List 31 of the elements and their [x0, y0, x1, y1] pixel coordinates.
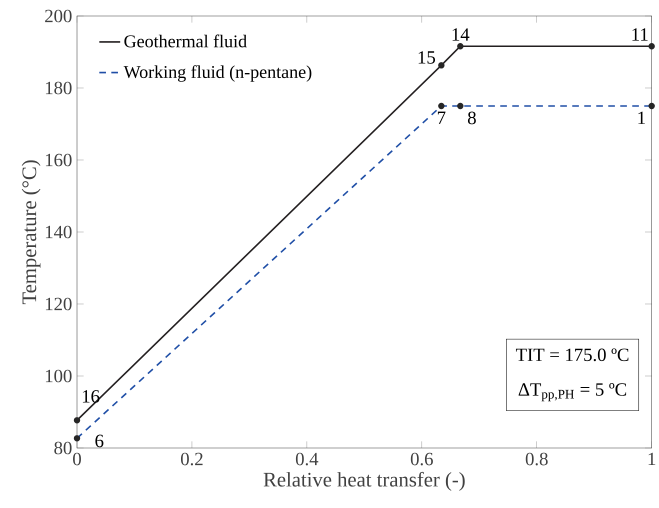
y-tick-label: 160 — [46, 154, 72, 166]
legend-label: Geothermal fluid — [124, 34, 247, 48]
annotation: 7 — [438, 112, 446, 124]
point — [74, 417, 80, 424]
x-tick-label: 1 — [648, 452, 656, 466]
x-tick-label: 0.8 — [526, 452, 548, 466]
x-tick-label: 0.6 — [410, 452, 433, 466]
x-tick-label: 0.2 — [180, 452, 203, 466]
point — [438, 62, 445, 69]
annotation: 1 — [638, 112, 645, 124]
annotation: 16 — [82, 390, 100, 403]
y-axis-title: Temperature (°C) — [22, 160, 40, 304]
y-tick-label: 120 — [46, 298, 72, 310]
y-tick-label: 140 — [46, 226, 72, 238]
x-axis-title: Relative heat transfer (-) — [264, 472, 465, 491]
annotation: 15 — [418, 51, 436, 64]
annotation: 6 — [95, 434, 104, 448]
annotation: 14 — [452, 28, 470, 41]
y-tick-label: 100 — [46, 370, 72, 382]
y-tick-label: 200 — [45, 10, 72, 22]
point — [648, 43, 655, 50]
point — [457, 43, 464, 50]
annotation: TIT = 175.0 ºC — [516, 348, 628, 362]
annotation: 11 — [632, 28, 648, 41]
annotation: ΔT$_{pp,PH}$ = 5 ºC — [518, 383, 626, 402]
x-tick-label: 0.4 — [296, 452, 318, 466]
y-tick-label: 80 — [54, 442, 72, 454]
y-tick-label: 180 — [46, 82, 72, 94]
x-tick-label: 0 — [73, 452, 81, 466]
legend-label: Working fluid (n-pentane) — [124, 65, 312, 82]
annotation: 8 — [468, 112, 476, 124]
